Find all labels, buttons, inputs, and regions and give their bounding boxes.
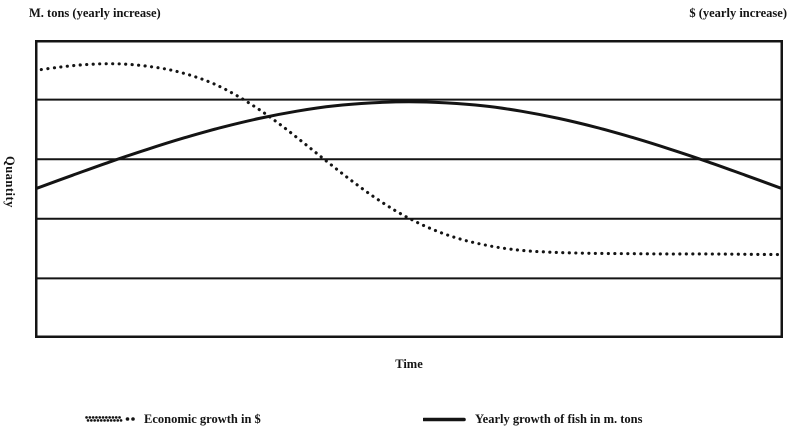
series-economic-growth [35,62,783,257]
legend-label-economic-growth: Economic growth in $ [144,412,261,426]
legend-item-fish-growth: Yearly growth of fish in m. tons [423,412,642,427]
legend-label-fish-growth: Yearly growth of fish in m. tons [475,412,643,426]
dotted-line-swatch-icon [85,416,135,422]
solid-line-swatch-icon [423,417,466,422]
right-axis-unit-title: $ (yearly increase) [689,6,787,20]
chart-canvas [35,40,783,338]
y-axis-label: Quantity [3,156,17,208]
left-axis-unit-title: M. tons (yearly increase) [29,6,161,20]
plot-frame [35,40,783,338]
legend-item-economic-growth: Economic growth in $ [85,412,261,427]
plot-area [35,40,783,338]
series-fish-growth [35,100,783,191]
x-axis-label: Time [395,357,423,371]
